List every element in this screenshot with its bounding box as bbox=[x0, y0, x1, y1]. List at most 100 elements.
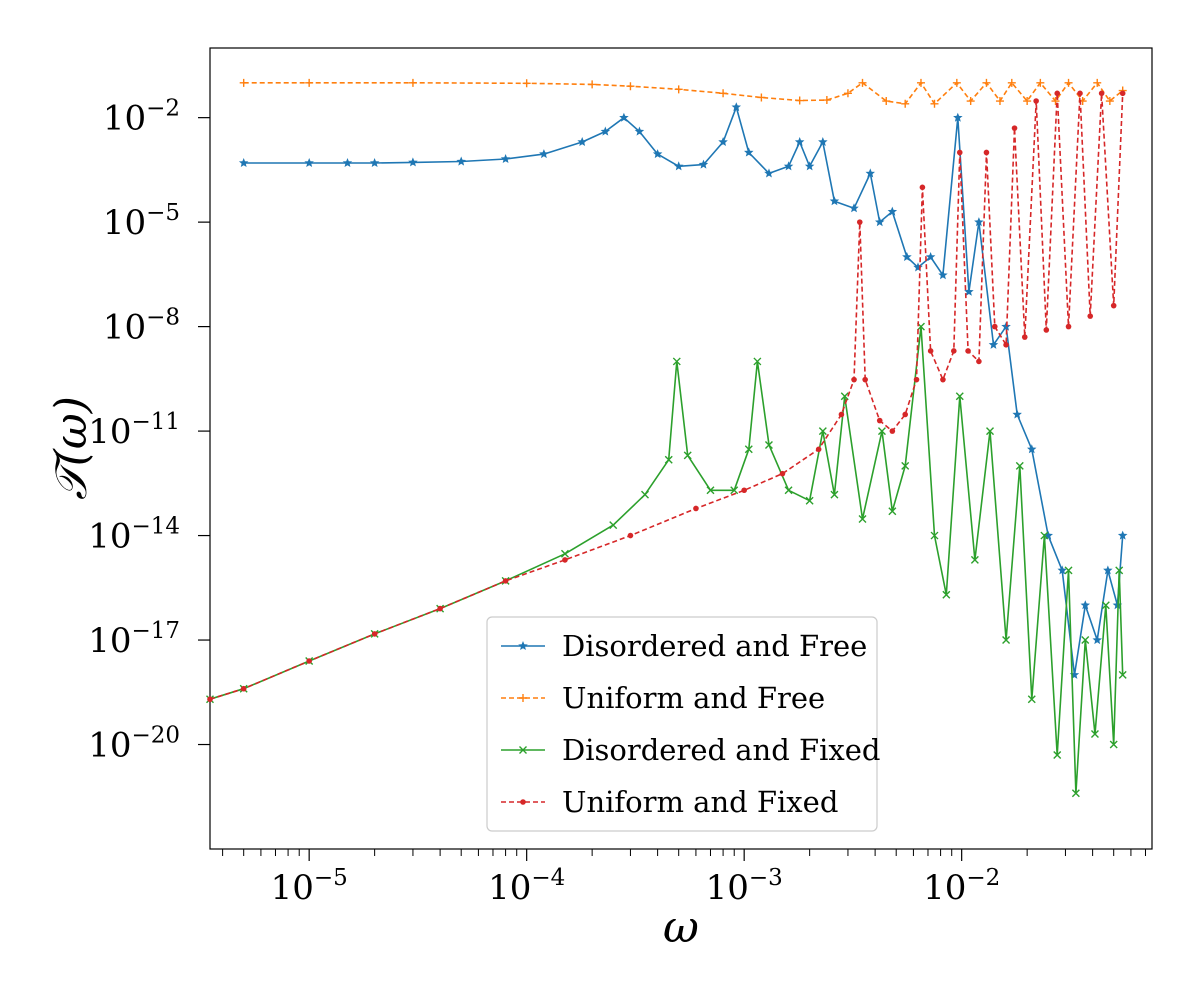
data-point bbox=[1115, 566, 1124, 575]
data-point bbox=[1101, 601, 1110, 610]
data-point bbox=[818, 137, 828, 146]
data-point bbox=[1053, 751, 1062, 759]
data-point bbox=[757, 93, 766, 102]
data-point bbox=[683, 451, 692, 460]
data-point bbox=[408, 78, 417, 87]
data-point bbox=[1118, 670, 1127, 679]
y-tick-label: 10−14 bbox=[88, 514, 180, 557]
data-point bbox=[1064, 78, 1073, 87]
data-point bbox=[1110, 302, 1117, 309]
data-point bbox=[927, 348, 934, 354]
data-point bbox=[986, 427, 995, 436]
data-point bbox=[953, 112, 963, 122]
data-point bbox=[988, 339, 999, 349]
data-point bbox=[1057, 565, 1067, 575]
data-point bbox=[976, 358, 982, 365]
data-point bbox=[901, 461, 910, 470]
data-point bbox=[238, 158, 249, 167]
data-point bbox=[500, 154, 511, 163]
data-point bbox=[1092, 635, 1102, 645]
data-point bbox=[305, 78, 314, 87]
data-point bbox=[818, 427, 827, 436]
data-point bbox=[1011, 125, 1018, 131]
data-point bbox=[1117, 530, 1128, 540]
data-point bbox=[744, 147, 754, 157]
legend-label: Uniform and Free bbox=[562, 681, 825, 715]
data-point bbox=[1003, 342, 1009, 348]
data-point bbox=[815, 446, 822, 453]
data-point bbox=[902, 411, 909, 418]
data-point bbox=[877, 427, 886, 436]
data-point bbox=[240, 685, 247, 692]
data-point bbox=[371, 631, 378, 637]
data-point bbox=[840, 392, 849, 401]
data-point bbox=[673, 161, 684, 171]
data-point bbox=[940, 376, 946, 383]
data-point bbox=[600, 126, 611, 136]
data-point bbox=[925, 252, 936, 261]
data-point bbox=[875, 217, 885, 227]
data-point bbox=[804, 161, 815, 171]
data-point bbox=[956, 149, 963, 156]
data-point bbox=[672, 357, 681, 366]
data-point bbox=[560, 549, 569, 558]
data-point bbox=[970, 555, 979, 564]
data-point bbox=[456, 156, 466, 166]
data-point bbox=[674, 85, 683, 94]
data-point bbox=[952, 78, 961, 87]
data-point bbox=[974, 217, 984, 227]
data-point bbox=[887, 206, 898, 216]
data-point bbox=[930, 531, 939, 540]
data-point bbox=[1021, 334, 1028, 340]
series-3 bbox=[206, 322, 1127, 798]
data-point bbox=[1027, 444, 1037, 454]
data-point bbox=[562, 557, 568, 563]
data-point bbox=[1023, 97, 1032, 106]
data-point bbox=[652, 149, 663, 159]
data-point bbox=[1065, 323, 1072, 330]
data-point bbox=[664, 455, 673, 464]
data-point bbox=[342, 158, 353, 167]
data-point bbox=[626, 82, 635, 91]
data-point bbox=[1103, 565, 1113, 575]
data-point bbox=[741, 487, 747, 494]
x-axis-label: ω bbox=[663, 902, 699, 953]
legend-label: Disordered and Free bbox=[562, 629, 867, 663]
data-point bbox=[1040, 531, 1049, 540]
data-point bbox=[938, 270, 948, 280]
y-tick-label: 10−8 bbox=[103, 305, 180, 348]
x-tick-label: 10−3 bbox=[706, 865, 783, 908]
data-point bbox=[902, 252, 912, 261]
data-point bbox=[983, 149, 990, 156]
data-point bbox=[641, 490, 649, 499]
data-point bbox=[913, 262, 923, 272]
data-point bbox=[1069, 669, 1080, 679]
legend-marker bbox=[520, 799, 526, 805]
data-point bbox=[693, 505, 699, 512]
data-point bbox=[856, 219, 863, 225]
legend-label: Uniform and Fixed bbox=[562, 785, 838, 819]
data-point bbox=[1109, 740, 1118, 749]
data-point bbox=[1093, 78, 1102, 87]
data-point bbox=[1015, 461, 1024, 470]
data-point bbox=[783, 161, 794, 171]
data-point bbox=[577, 137, 587, 146]
data-point bbox=[1051, 97, 1060, 106]
y-tick-label: 10−11 bbox=[88, 409, 180, 452]
data-point bbox=[865, 168, 875, 178]
data-point bbox=[706, 486, 715, 495]
data-point bbox=[991, 323, 998, 330]
data-point bbox=[1012, 409, 1022, 419]
data-point bbox=[805, 496, 814, 505]
data-point bbox=[882, 97, 891, 106]
data-point bbox=[619, 112, 629, 122]
data-point bbox=[239, 78, 248, 87]
data-point bbox=[1071, 789, 1080, 798]
data-point bbox=[1081, 636, 1090, 645]
data-point bbox=[964, 286, 974, 296]
data-point bbox=[698, 159, 709, 169]
data-point bbox=[753, 357, 762, 366]
data-point bbox=[849, 203, 859, 213]
legend: Disordered and Free Uniform and Free Disor… bbox=[486, 616, 881, 832]
data-point bbox=[1043, 327, 1050, 333]
